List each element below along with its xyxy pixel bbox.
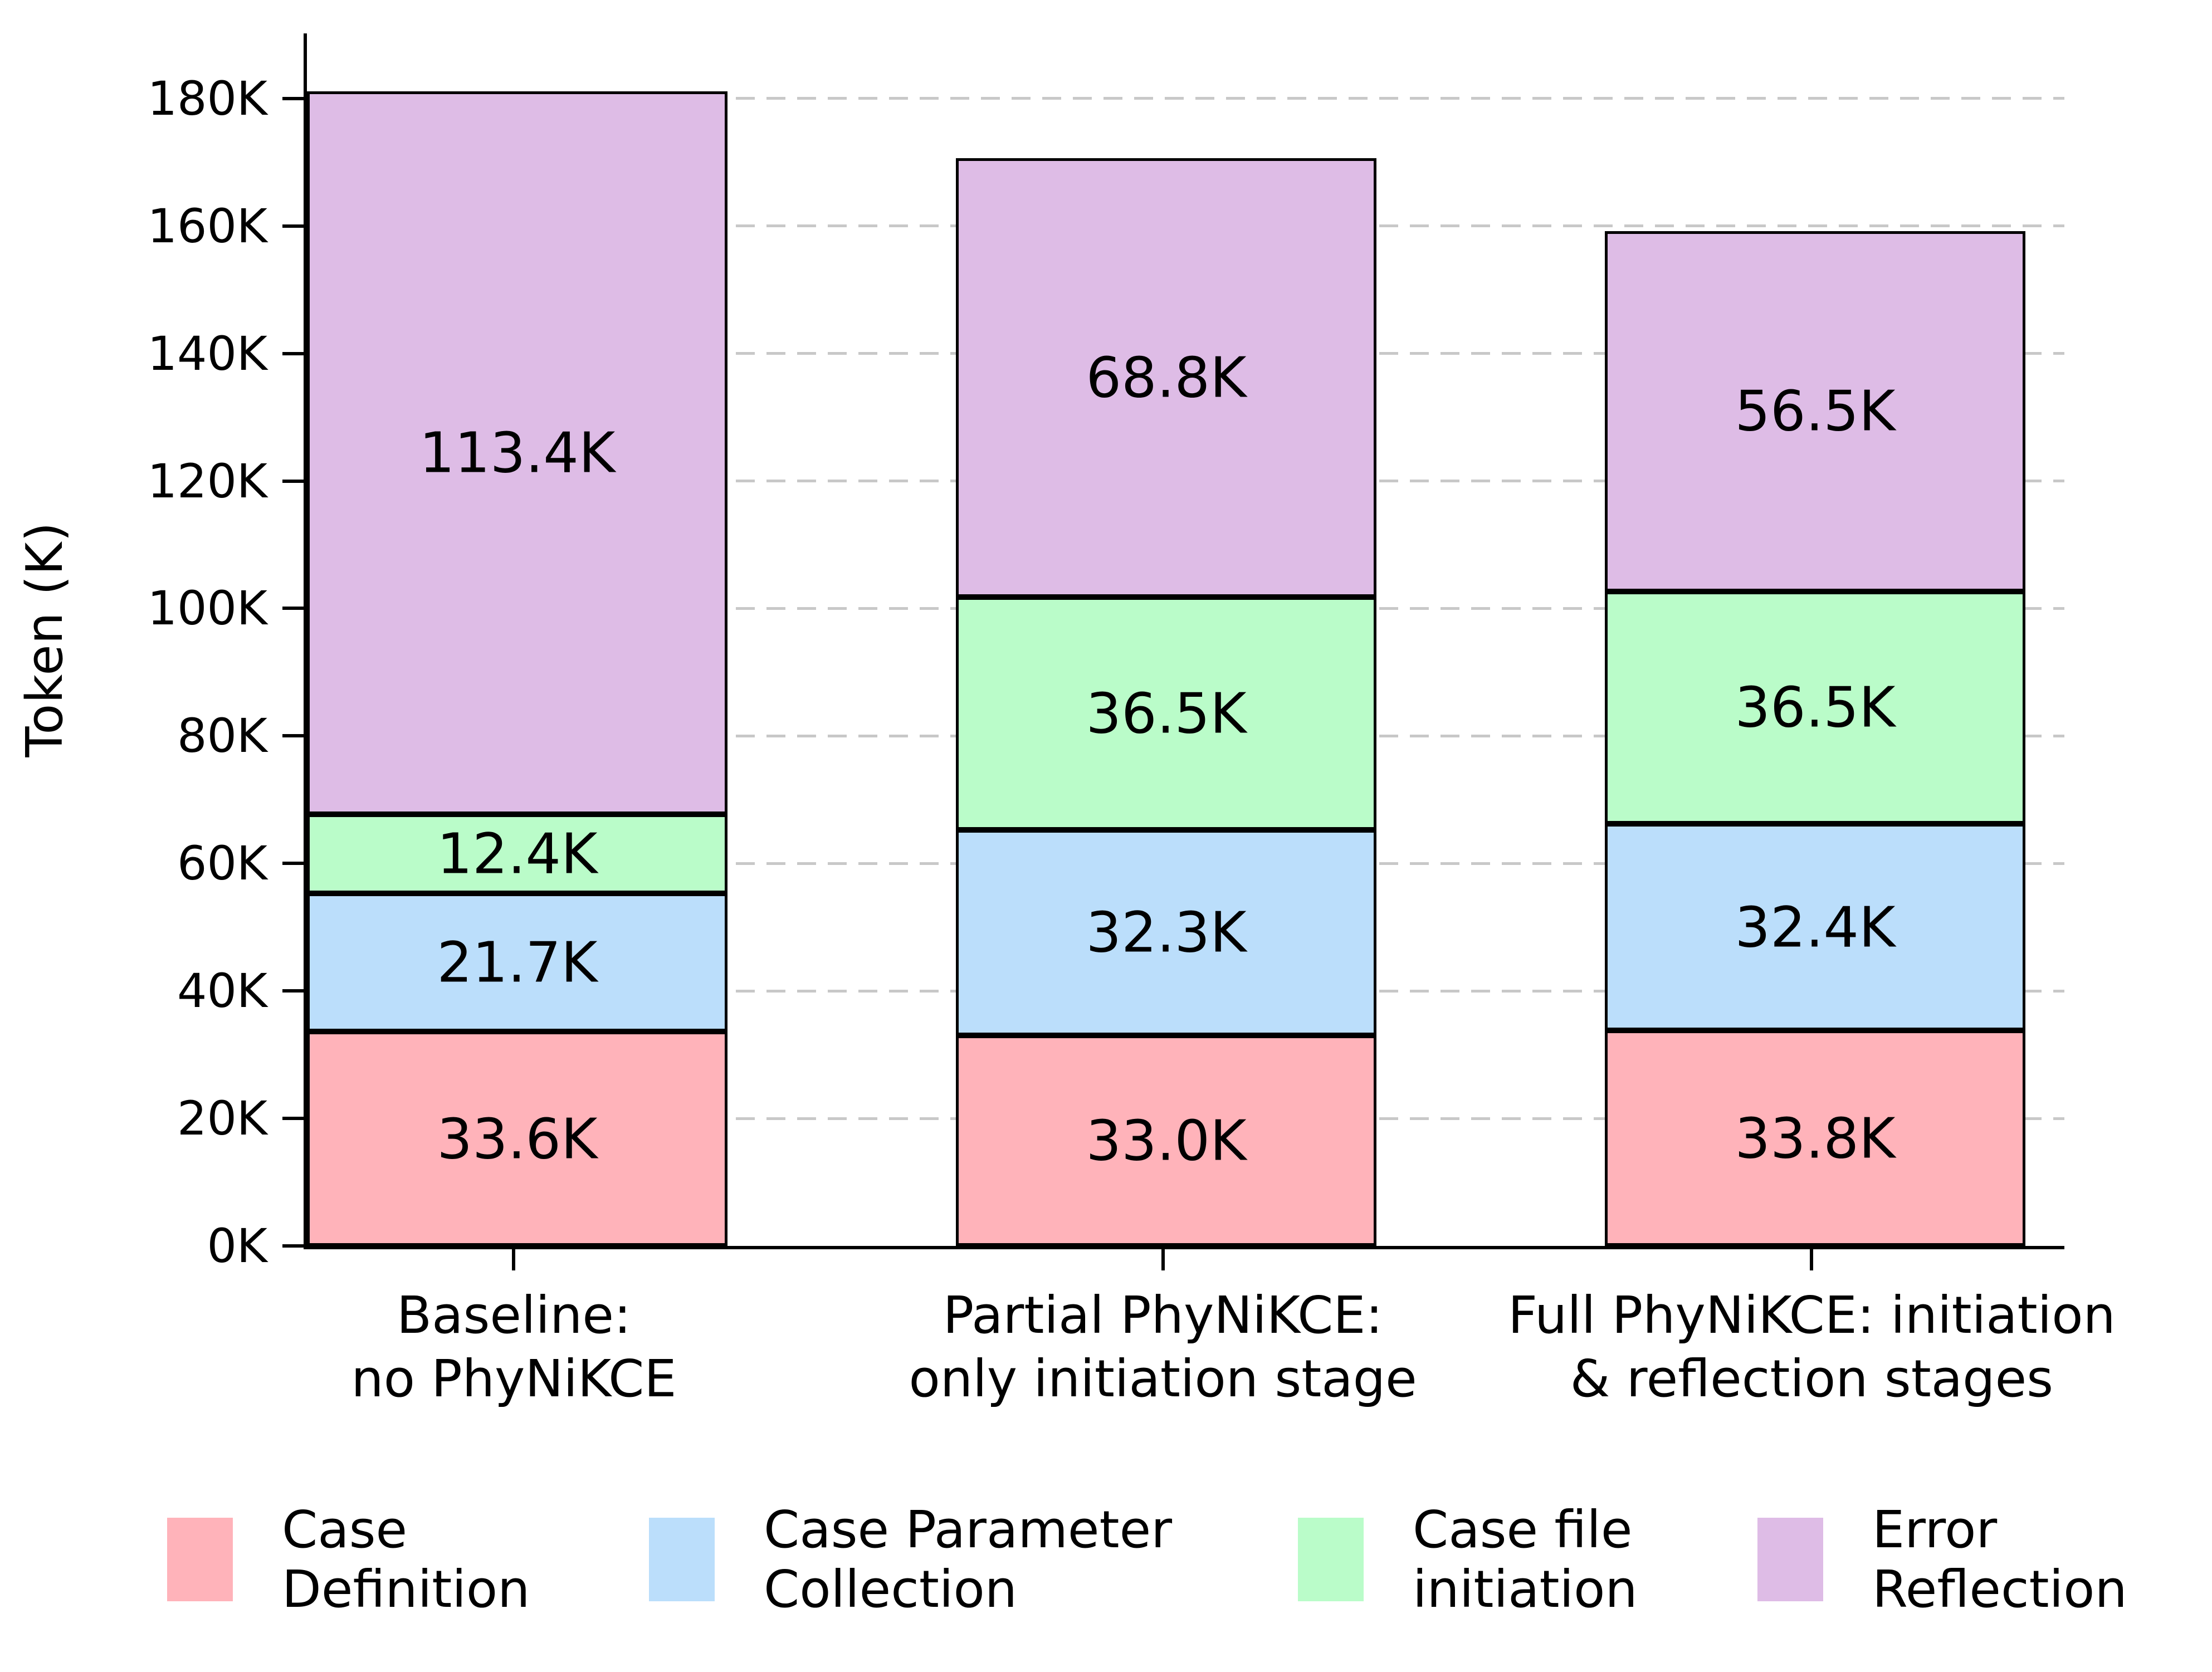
x-tick-label-3: Full PhyNiKCE: initiation & reflection st… xyxy=(1508,1284,2116,1411)
bar-1: 33.6K 21.7K 12.4K 113.4K xyxy=(307,33,727,1246)
segment-value-label: 21.7K xyxy=(437,930,598,995)
bar-3: 33.8K 32.4K 36.5K 56.5K xyxy=(1604,33,2025,1246)
y-tick-label-180k: 180K xyxy=(147,71,267,126)
segment-case-file-initiation xyxy=(307,814,727,894)
x-tick-1 xyxy=(512,1249,516,1270)
segment-value-label: 32.4K xyxy=(1735,894,1896,960)
plot-area: 33.6K 21.7K 12.4K 113.4K 33.0K 32.3K 36.5K 68.8… xyxy=(304,33,2064,1249)
segment-case-definition xyxy=(307,1031,727,1246)
segment-value-label: 33.0K xyxy=(1086,1108,1247,1174)
y-tick-120k xyxy=(282,479,304,483)
segment-case-parameter-collection xyxy=(307,893,727,1032)
x-tick-label-1: Baseline: no PhyNiKCE xyxy=(351,1284,676,1411)
bar-2: 33.0K 32.3K 36.5K 68.8K xyxy=(956,33,1377,1246)
x-tick-label-line1: Full PhyNiKCE: initiation xyxy=(1508,1285,2116,1345)
legend-label: Error Reflection xyxy=(1872,1500,2127,1619)
x-tick-label-line2: only initiation stage xyxy=(909,1349,1417,1409)
segment-error-reflection xyxy=(1604,231,2025,591)
segment-error-reflection xyxy=(307,91,727,815)
legend-swatch xyxy=(1298,1518,1364,1601)
legend-label-line2: Reflection xyxy=(1872,1559,2127,1619)
x-tick-2 xyxy=(1161,1249,1165,1270)
y-tick-label-100k: 100K xyxy=(147,581,267,636)
segment-case-parameter-collection xyxy=(956,829,1377,1036)
y-tick-label-0k: 0K xyxy=(207,1219,267,1273)
x-tick-label-line1: Partial PhyNiKCE: xyxy=(943,1285,1383,1345)
x-tick-3 xyxy=(1810,1249,1814,1270)
legend: Case Definition Case Parameter Collection Ca… xyxy=(0,1497,2212,1631)
y-tick-40k xyxy=(282,989,304,993)
y-tick-180k xyxy=(282,96,304,100)
y-tick-label-60k: 60K xyxy=(177,836,267,891)
y-tick-160k xyxy=(282,224,304,228)
segment-case-definition xyxy=(1604,1030,2025,1246)
y-tick-label-140k: 140K xyxy=(147,326,267,381)
legend-label-line1: Case Parameter xyxy=(764,1500,1173,1559)
x-tick-label-line2: & reflection stages xyxy=(1570,1349,2054,1409)
legend-item-error-reflection: Error Reflection xyxy=(1757,1497,2127,1622)
legend-item-case-file-initiation: Case file initiation xyxy=(1298,1497,1638,1622)
segment-value-label: 33.6K xyxy=(437,1106,598,1172)
segment-case-file-initiation xyxy=(956,597,1377,830)
segment-value-label: 12.4K xyxy=(437,821,598,887)
legend-label-line1: Case xyxy=(282,1500,408,1559)
y-tick-140k xyxy=(282,351,304,355)
y-tick-100k xyxy=(282,607,304,610)
x-tick-label-line1: Baseline: xyxy=(396,1285,632,1345)
segment-value-label: 33.8K xyxy=(1735,1106,1896,1171)
legend-label: Case Definition xyxy=(282,1500,530,1619)
legend-item-case-definition: Case Definition xyxy=(167,1497,530,1622)
gridline-180k xyxy=(307,97,2064,100)
x-tick-label-line2: no PhyNiKCE xyxy=(351,1349,677,1409)
legend-label-line2: initiation xyxy=(1413,1559,1638,1619)
y-tick-label-80k: 80K xyxy=(177,708,267,764)
segment-value-label: 68.8K xyxy=(1086,345,1247,410)
segment-value-label: 36.5K xyxy=(1086,681,1247,746)
segment-case-file-initiation xyxy=(1604,591,2025,824)
legend-swatch xyxy=(167,1518,233,1601)
x-tick-label-2: Partial PhyNiKCE: only initiation stage xyxy=(909,1284,1417,1411)
legend-swatch xyxy=(1757,1518,1823,1601)
legend-label-line1: Case file xyxy=(1413,1500,1633,1559)
legend-item-case-parameter-collection: Case Parameter Collection xyxy=(649,1497,1172,1622)
y-tick-label-160k: 160K xyxy=(147,198,267,253)
segment-case-parameter-collection xyxy=(1604,824,2025,1031)
legend-label-line2: Definition xyxy=(282,1559,530,1619)
y-tick-label-40k: 40K xyxy=(177,964,267,1019)
y-axis: 0K 20K 40K 60K 80K 100K 120K 140K 160K 180K xyxy=(0,33,304,1273)
y-tick-label-20k: 20K xyxy=(177,1091,267,1146)
legend-swatch xyxy=(649,1518,715,1601)
legend-label-line2: Collection xyxy=(764,1559,1018,1619)
y-tick-60k xyxy=(282,862,304,866)
y-tick-label-120k: 120K xyxy=(147,453,267,509)
segment-error-reflection xyxy=(956,158,1377,597)
segment-case-definition xyxy=(956,1035,1377,1246)
legend-label: Case file initiation xyxy=(1413,1500,1638,1619)
y-tick-20k xyxy=(282,1117,304,1121)
legend-label: Case Parameter Collection xyxy=(764,1500,1172,1619)
y-tick-0k xyxy=(282,1244,304,1248)
segment-value-label: 56.5K xyxy=(1735,378,1896,444)
segment-value-label: 32.3K xyxy=(1086,899,1247,965)
legend-label-line1: Error xyxy=(1872,1500,1998,1559)
segment-value-label: 36.5K xyxy=(1735,674,1896,740)
y-tick-80k xyxy=(282,734,304,738)
x-axis: Baseline: no PhyNiKCE Partial PhyNiKCE: onl… xyxy=(304,1249,2116,1483)
segment-value-label: 113.4K xyxy=(419,420,616,486)
